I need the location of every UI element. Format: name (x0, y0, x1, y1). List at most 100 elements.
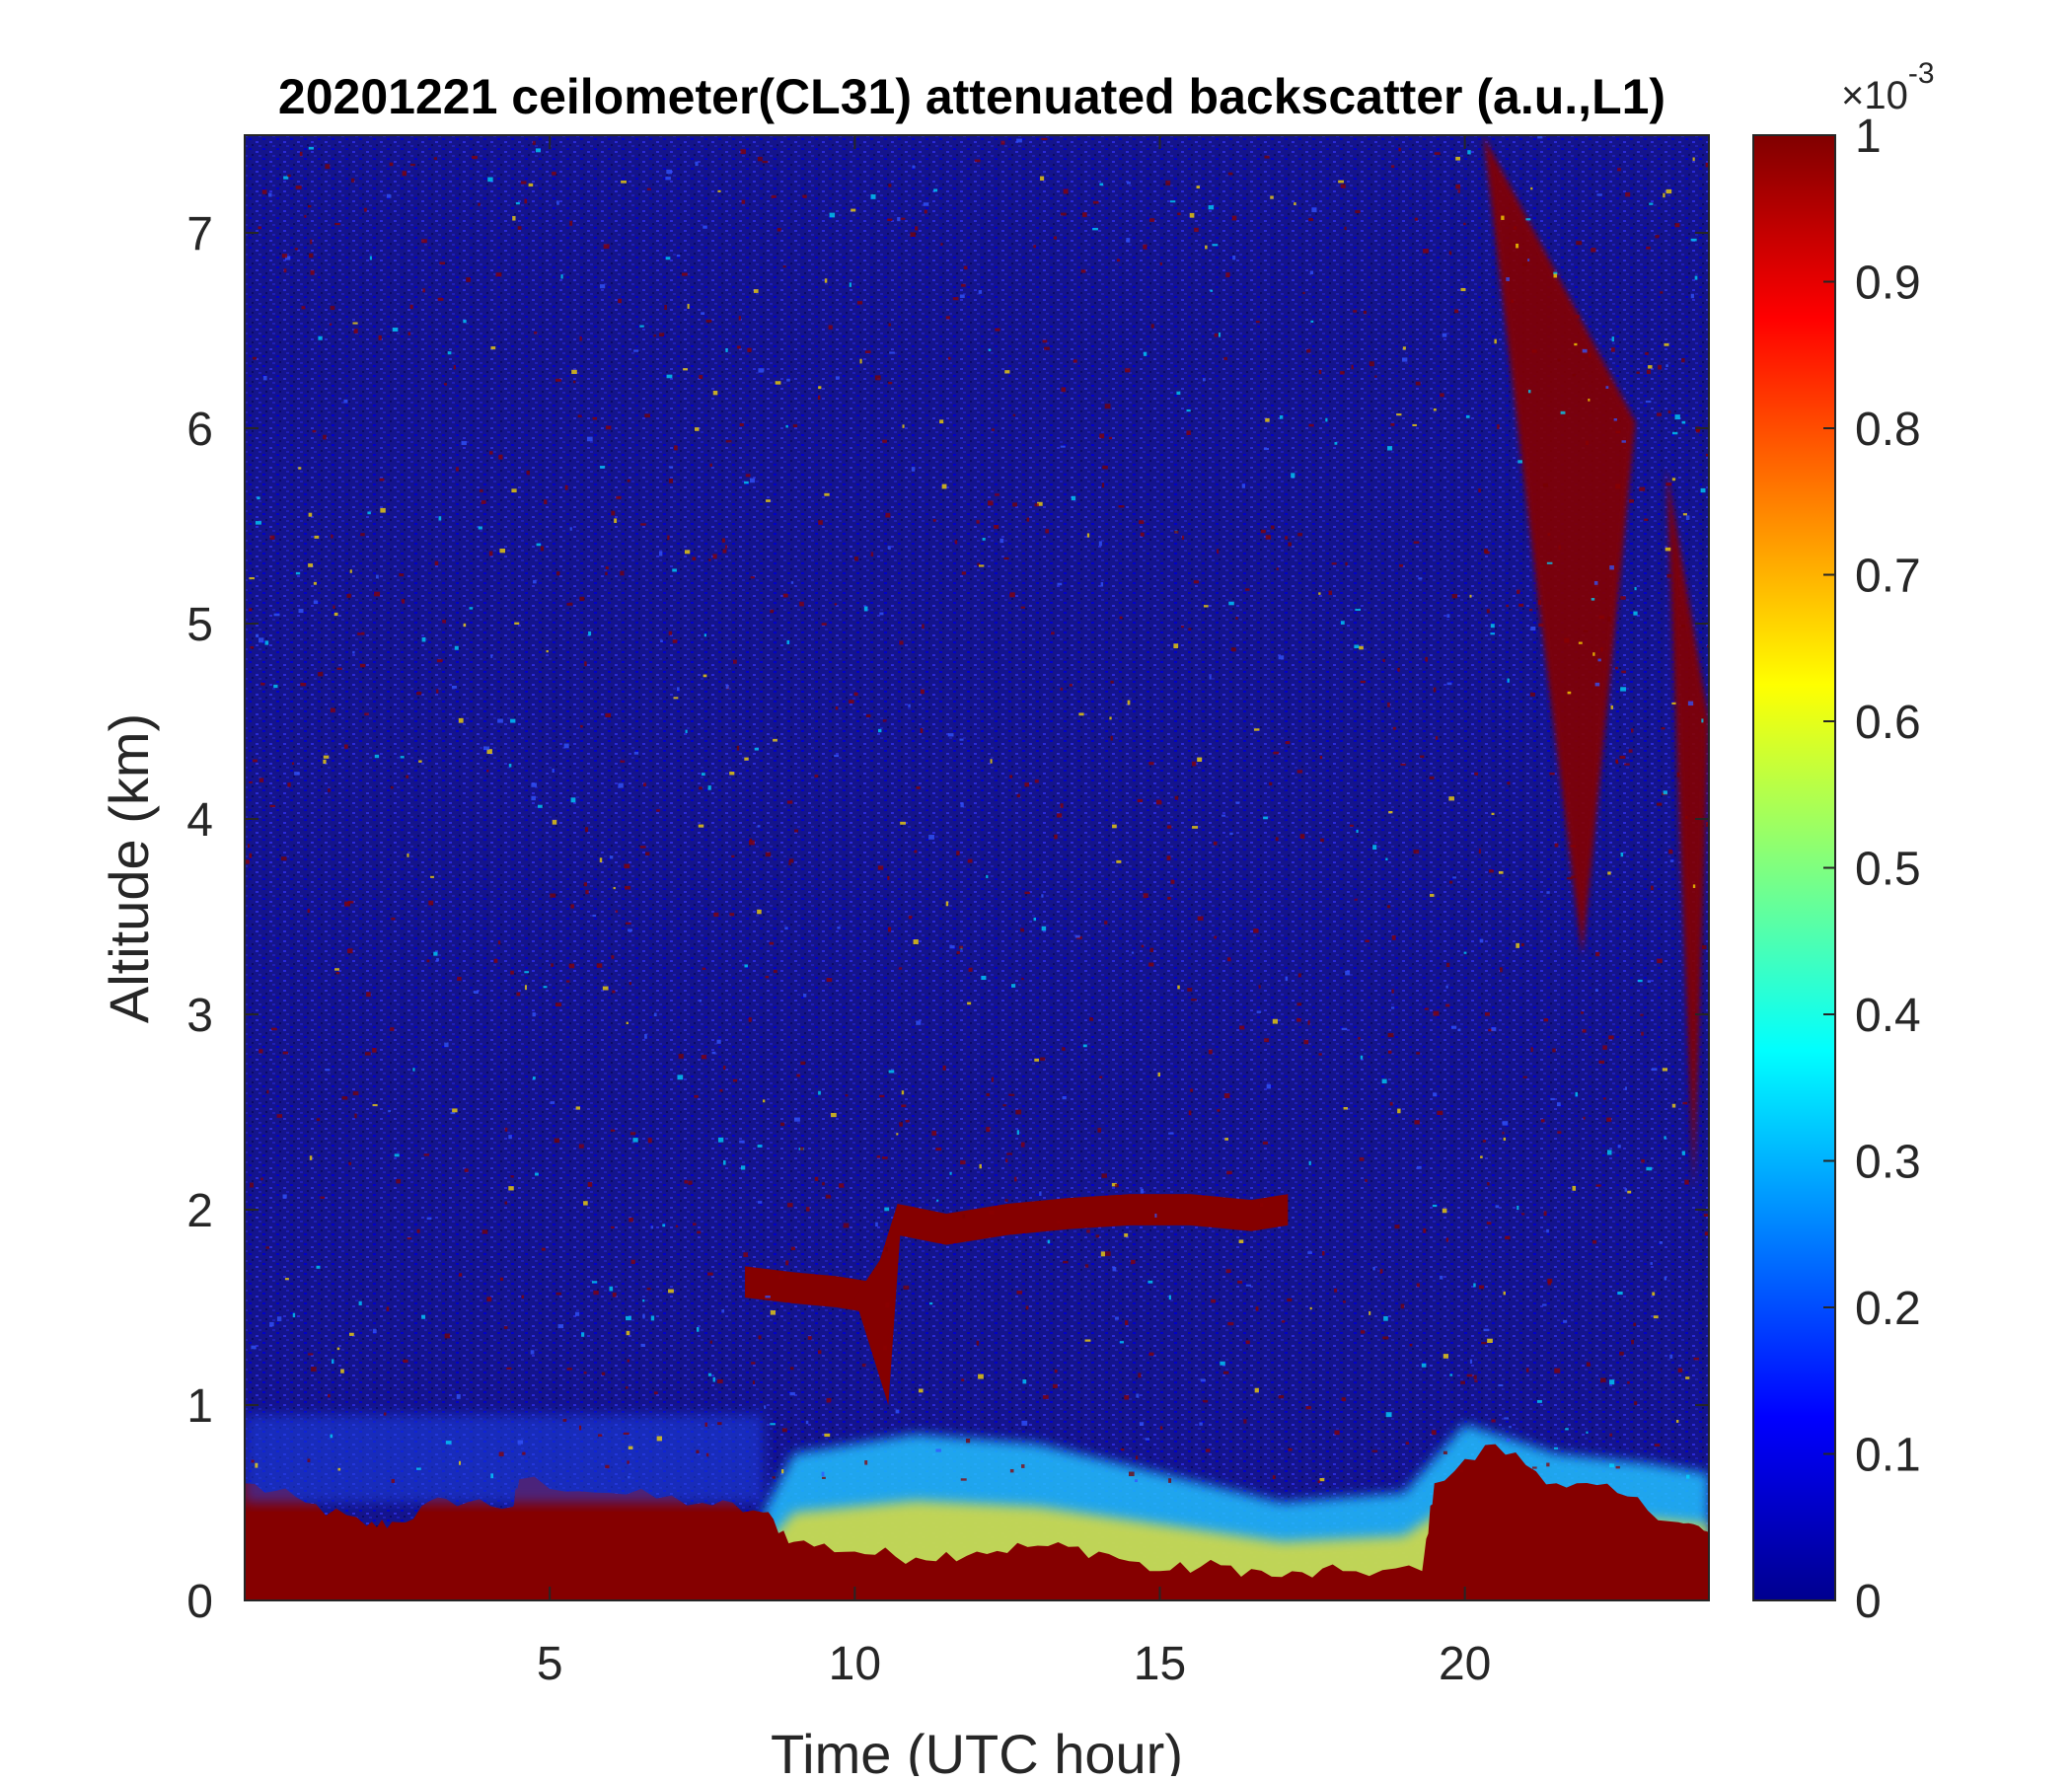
noise-speckle (1371, 1449, 1378, 1452)
noise-speckle (1554, 843, 1559, 848)
noise-speckle (1391, 1006, 1395, 1009)
noise-speckle (1060, 445, 1066, 448)
noise-speckle (1223, 1093, 1230, 1098)
noise-speckle (353, 329, 358, 334)
colorbar-tick-label: 0.9 (1855, 258, 1921, 310)
noise-speckle (640, 1343, 645, 1347)
noise-speckle (295, 571, 301, 575)
noise-speckle (1671, 702, 1676, 705)
noise-speckle (974, 159, 981, 163)
noise-speckle (535, 148, 542, 153)
noise-speckle (1633, 1322, 1637, 1327)
noise-speckle (1363, 310, 1368, 315)
noise-speckle (876, 1155, 881, 1158)
noise-speckle (1694, 275, 1698, 280)
noise-speckle (515, 201, 520, 205)
noise-speckle (1177, 985, 1180, 990)
y-axis: 0 1 2 3 4 5 6 7 (186, 208, 1709, 1628)
noise-speckle (1560, 410, 1566, 414)
noise-speckle (1445, 985, 1448, 989)
noise-speckle (1649, 202, 1654, 205)
noise-speckle (1583, 630, 1589, 632)
y-tick-label: 1 (186, 1380, 213, 1433)
noise-speckle (504, 1127, 508, 1132)
noise-speckle (666, 169, 673, 175)
noise-speckle (1537, 600, 1542, 605)
noise-speckle (1685, 1376, 1690, 1379)
noise-speckle (882, 439, 887, 443)
noise-speckle (1423, 249, 1429, 254)
noise-speckle (916, 1020, 922, 1025)
noise-speckle (1598, 615, 1604, 620)
colorbar-multiplier-base: ×10 (1841, 74, 1908, 117)
noise-speckle (1668, 849, 1673, 854)
noise-speckle (1563, 1319, 1568, 1323)
noise-speckle (790, 1246, 796, 1251)
noise-speckle (258, 226, 261, 230)
noise-speckle (704, 1422, 707, 1427)
noise-speckle (977, 562, 981, 566)
colorbar-tick-label: 0 (1855, 1576, 1882, 1628)
noise-speckle (674, 445, 678, 451)
noise-speckle (1457, 189, 1460, 193)
noise-speckle (1549, 772, 1555, 776)
noise-speckle (1342, 1300, 1346, 1303)
noise-speckle (713, 912, 719, 917)
noise-speckle (560, 274, 563, 279)
noise-speckle (1168, 1478, 1172, 1483)
noise-speckle (722, 549, 727, 554)
noise-speckle (444, 1333, 451, 1339)
noise-speckle (770, 609, 775, 614)
noise-speckle (1442, 1208, 1447, 1214)
noise-speckle (1041, 894, 1044, 898)
noise-speckle (986, 1127, 991, 1133)
noise-speckle (678, 1054, 684, 1059)
noise-speckle (1537, 135, 1543, 139)
noise-speckle (313, 581, 317, 585)
noise-speckle (725, 545, 728, 549)
noise-speckle (304, 214, 307, 219)
noise-speckle (781, 1428, 787, 1433)
noise-speckle (739, 1140, 745, 1144)
noise-speckle (633, 751, 639, 755)
noise-speckle (1516, 942, 1520, 948)
noise-speckle (821, 623, 827, 626)
noise-speckle (1506, 277, 1510, 281)
noise-speckle (1193, 580, 1199, 584)
noise-speckle (703, 633, 707, 637)
noise-speckle (430, 875, 434, 878)
noise-speckle (611, 1225, 615, 1229)
noise-speckle (1149, 947, 1154, 953)
noise-speckle (1109, 716, 1112, 720)
noise-speckle (773, 970, 777, 973)
noise-speckle (566, 1368, 572, 1371)
noise-speckle (1382, 1336, 1389, 1340)
noise-speckle (447, 351, 452, 355)
noise-speckle (1586, 1431, 1589, 1434)
noise-speckle (308, 146, 314, 150)
noise-speckle (620, 570, 625, 576)
noise-speckle (384, 1412, 387, 1416)
noise-speckle (1693, 1357, 1699, 1361)
noise-speckle (463, 623, 467, 628)
noise-speckle (1615, 430, 1621, 434)
noise-speckle (1546, 1228, 1549, 1233)
noise-speckle (401, 599, 406, 604)
noise-speckle (262, 376, 267, 381)
noise-speckle (1021, 977, 1024, 981)
colorbar-multiplier: ×10-3 (1841, 57, 1935, 117)
noise-speckle (451, 685, 457, 689)
noise-speckle (301, 306, 306, 310)
noise-speckle (245, 859, 250, 864)
noise-speckle (1585, 440, 1590, 446)
noise-speckle (588, 631, 592, 636)
noise-speckle (426, 1217, 432, 1220)
noise-speckle (1664, 1136, 1666, 1140)
noise-speckle (824, 492, 830, 496)
noise-speckle (853, 557, 858, 561)
noise-speckle (450, 1111, 456, 1115)
noise-speckle (578, 1144, 584, 1149)
noise-speckle (824, 278, 828, 283)
noise-speckle (839, 1183, 845, 1188)
noise-speckle (1659, 1240, 1663, 1244)
